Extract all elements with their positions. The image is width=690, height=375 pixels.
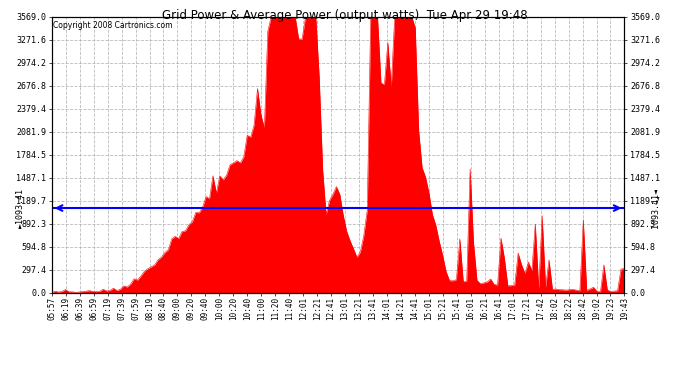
Text: 1093.41◄: 1093.41◄ <box>651 188 660 228</box>
Text: ►1093.41: ►1093.41 <box>16 188 25 228</box>
Text: Copyright 2008 Cartronics.com: Copyright 2008 Cartronics.com <box>53 21 172 30</box>
Text: Grid Power & Average Power (output watts)  Tue Apr 29 19:48: Grid Power & Average Power (output watts… <box>162 9 528 22</box>
